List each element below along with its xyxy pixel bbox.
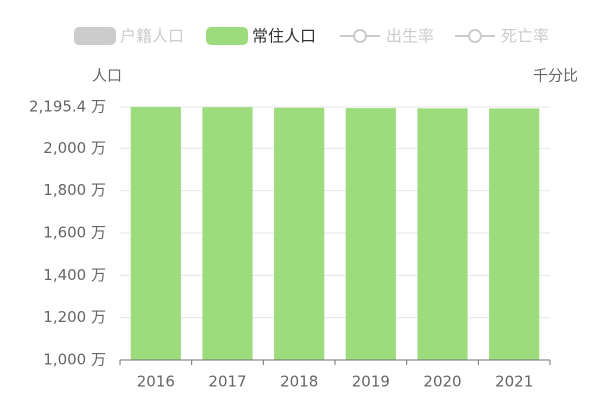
bar xyxy=(489,108,540,361)
legend-swatch xyxy=(206,27,248,45)
x-tick-label: 2018 xyxy=(280,373,318,391)
y-tick-label: 1,600 万 xyxy=(43,224,106,242)
x-tick-label: 2016 xyxy=(137,373,175,391)
y-tick-label: 1,200 万 xyxy=(43,308,106,326)
legend-label[interactable]: 出生率 xyxy=(386,27,434,46)
bar xyxy=(417,108,468,360)
x-tick-label: 2017 xyxy=(208,373,246,391)
y-tick-label: 1,800 万 xyxy=(43,181,106,199)
bar xyxy=(274,107,325,361)
bar xyxy=(345,108,396,360)
bar xyxy=(202,107,253,361)
legend-swatch xyxy=(74,27,116,45)
bar xyxy=(130,107,181,360)
y-tick-label: 2,195.4 万 xyxy=(29,98,106,116)
y2-axis-label: 千分比 xyxy=(533,67,578,85)
legend-label[interactable]: 死亡率 xyxy=(501,27,549,46)
x-tick-label: 2020 xyxy=(423,373,461,391)
y-axis-label: 人口 xyxy=(92,67,122,85)
x-tick-label: 2019 xyxy=(352,373,390,391)
legend-swatch xyxy=(353,29,367,43)
y-tick-label: 1,400 万 xyxy=(43,266,106,284)
x-tick-label: 2021 xyxy=(495,373,533,391)
y-tick-label: 1,000 万 xyxy=(43,351,106,369)
legend-swatch xyxy=(468,29,482,43)
legend-label[interactable]: 常住人口 xyxy=(252,27,316,46)
y-tick-label: 2,000 万 xyxy=(43,139,106,157)
legend-label[interactable]: 户籍人口 xyxy=(120,27,184,46)
